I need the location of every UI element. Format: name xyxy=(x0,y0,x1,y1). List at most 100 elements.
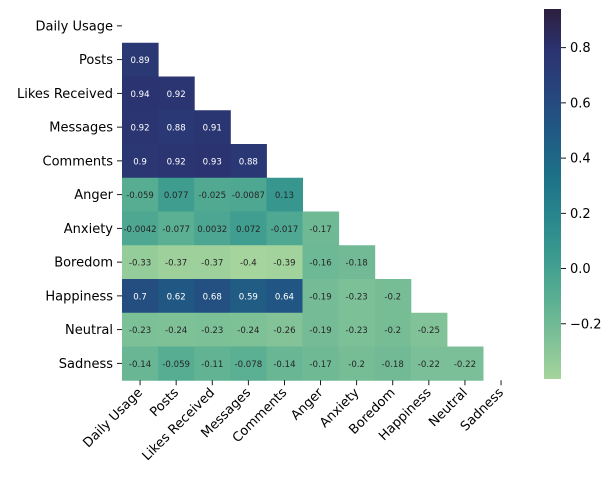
cell-value-label: -0.18 xyxy=(346,259,368,269)
heatmap-cell-10-7 xyxy=(374,346,412,381)
heatmap-cell-10-6 xyxy=(338,346,376,381)
cell-value-label: -0.11 xyxy=(201,360,223,370)
y-tick-label: Happiness xyxy=(45,289,113,304)
heatmap-cell-6-2 xyxy=(194,211,231,246)
cell-value-label: -0.19 xyxy=(309,292,331,302)
cell-value-label: 0.91 xyxy=(203,124,222,134)
cell-value-label: -0.2 xyxy=(384,326,401,336)
x-tick-label: Daily Usage xyxy=(80,385,145,450)
heatmap-cell-9-2 xyxy=(194,312,231,347)
colorbar-gradient xyxy=(544,9,561,379)
cell-value-label: 0.59 xyxy=(239,292,258,302)
cell-value-label: -0.24 xyxy=(237,326,259,336)
heatmap-cell-10-0 xyxy=(122,346,159,381)
cell-value-label: -0.16 xyxy=(309,259,331,269)
cell-value-label: -0.4 xyxy=(240,259,257,269)
cell-value-label: 0.072 xyxy=(236,225,261,235)
heatmap-cell-8-7 xyxy=(374,279,412,314)
heatmap-cell-5-4 xyxy=(266,177,303,212)
heatmap-cell-5-1 xyxy=(158,177,195,212)
cell-value-label: -0.37 xyxy=(165,259,187,269)
cell-value-label: -0.17 xyxy=(309,225,331,235)
heatmap-cell-8-4 xyxy=(266,279,303,314)
heatmap-cell-6-5 xyxy=(302,211,340,246)
cell-value-label: -0.23 xyxy=(346,292,368,302)
cell-value-label: 0.92 xyxy=(130,124,149,134)
cell-value-label: 0.94 xyxy=(130,90,149,100)
colorbar-tick-label: 0.4 xyxy=(570,152,591,167)
heatmap-cell-10-8 xyxy=(410,346,448,381)
cell-value-label: -0.23 xyxy=(129,326,151,336)
y-tick-label: Posts xyxy=(79,53,113,68)
cell-value-label: -0.2 xyxy=(348,360,365,370)
colorbar-tick-label: −0.2 xyxy=(570,317,602,332)
colorbar: 0.8 0.6 0.4 0.2 0.0 −0.2 xyxy=(544,9,602,379)
heatmap-cell-3-0 xyxy=(122,110,159,145)
heatmap-cell-10-5 xyxy=(302,346,340,381)
cell-value-label: -0.14 xyxy=(273,360,295,370)
y-tick-label: Anxiety xyxy=(64,222,114,237)
heatmap-cell-8-6 xyxy=(338,279,376,314)
heatmap-cell-7-0 xyxy=(122,245,159,280)
y-tick-label: Messages xyxy=(49,121,113,136)
heatmap-cell-9-5 xyxy=(302,312,340,347)
heatmap-cell-10-4 xyxy=(266,346,303,381)
heatmap-cell-3-1 xyxy=(158,110,195,145)
cell-value-label: -0.14 xyxy=(129,360,151,370)
heatmap-cell-9-0 xyxy=(122,312,159,347)
y-tick-label: Neutral xyxy=(65,323,113,338)
cell-value-label: 0.93 xyxy=(203,157,222,167)
cell-value-label: -0.0042 xyxy=(123,225,156,235)
cell-value-label: -0.39 xyxy=(273,259,295,269)
y-tick-label: Sadness xyxy=(59,357,113,372)
cell-value-label: 0.88 xyxy=(167,124,186,134)
heatmap-cell-9-3 xyxy=(230,312,267,347)
cell-value-label: 0.88 xyxy=(239,157,258,167)
cell-value-label: -0.24 xyxy=(165,326,187,336)
cell-value-label: -0.078 xyxy=(234,360,262,370)
cell-value-label: -0.017 xyxy=(271,225,299,235)
y-tick-label: Anger xyxy=(74,188,113,203)
heatmap-cell-6-3 xyxy=(230,211,267,246)
heatmap-cell-5-0 xyxy=(122,177,159,212)
cell-value-label: -0.23 xyxy=(346,326,368,336)
heatmap-cell-4-3 xyxy=(230,144,267,179)
cell-value-label: 0.62 xyxy=(167,292,186,302)
y-axis-labels: Daily Usage Posts Likes Received Messages Co… xyxy=(17,19,122,372)
y-tick-label: Boredom xyxy=(54,256,113,271)
heatmap-cell-2-1 xyxy=(158,76,195,111)
heatmap-cell-7-2 xyxy=(194,245,231,280)
heatmap-cell-7-4 xyxy=(266,245,303,280)
cell-value-label: -0.22 xyxy=(418,360,440,370)
cell-value-label: 0.92 xyxy=(167,157,186,167)
cell-value-label: -0.077 xyxy=(162,225,190,235)
cell-value-label: 0.64 xyxy=(275,292,294,302)
cell-value-label: -0.059 xyxy=(162,360,190,370)
heatmap-cell-1-0 xyxy=(122,42,159,77)
heatmap-cell-10-3 xyxy=(230,346,267,381)
colorbar-tick-label: 0.2 xyxy=(570,207,591,222)
cell-value-label: -0.059 xyxy=(126,191,154,201)
cell-value-label: -0.23 xyxy=(201,326,223,336)
heatmap-cell-4-2 xyxy=(194,144,231,179)
heatmap-cell-9-4 xyxy=(266,312,303,347)
heatmap-cell-10-1 xyxy=(158,346,195,381)
heatmap-cell-9-7 xyxy=(374,312,412,347)
heatmap-cell-10-2 xyxy=(194,346,231,381)
y-tick-label: Daily Usage xyxy=(35,19,113,34)
cell-value-label: 0.89 xyxy=(130,56,149,66)
y-tick-label: Comments xyxy=(43,154,114,169)
cell-value-label: -0.22 xyxy=(454,360,476,370)
heatmap-cell-10-9 xyxy=(446,346,484,381)
heatmap-cell-2-0 xyxy=(122,76,159,111)
heatmap-cell-4-0 xyxy=(122,144,159,179)
heatmap-cell-5-2 xyxy=(194,177,231,212)
cell-value-label: -0.37 xyxy=(201,259,223,269)
cell-value-label: -0.33 xyxy=(129,259,151,269)
heatmap-cell-9-8 xyxy=(410,312,448,347)
heatmap-cell-8-5 xyxy=(302,279,340,314)
heatmap-cell-6-1 xyxy=(158,211,195,246)
cell-value-label: 0.9 xyxy=(133,157,147,167)
heatmap-cell-7-6 xyxy=(338,245,376,280)
